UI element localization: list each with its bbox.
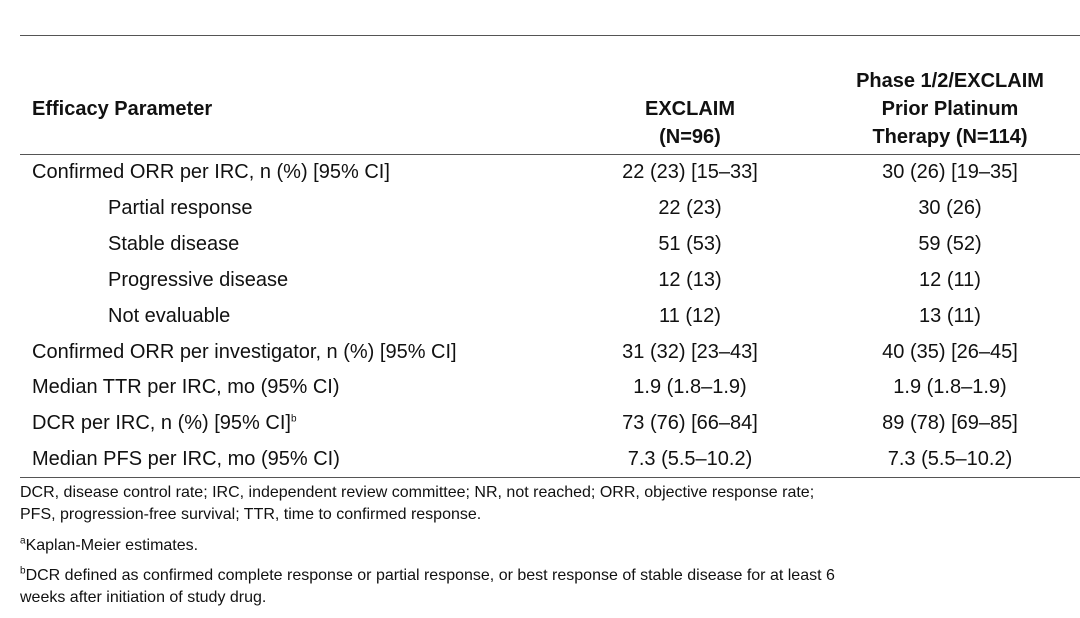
row-label: Stable disease xyxy=(108,232,239,256)
footnote-text: Kaplan-Meier estimates. xyxy=(25,537,199,554)
header-cell: Phase 1/2/EXCLAIM xyxy=(856,70,1044,92)
row-label-text: Median PFS per IRC, mo (95% CI) xyxy=(32,448,340,471)
footnote: bDCR defined as confirmed complete respo… xyxy=(20,565,835,609)
row-label: Partial response xyxy=(108,196,253,220)
cell: 30 (26) xyxy=(918,196,982,219)
cell: 1.9 (1.8–1.9) xyxy=(633,376,747,399)
top-rule xyxy=(20,35,1080,36)
row-label: Progressive disease xyxy=(108,268,288,292)
cell: 11 (12) xyxy=(659,304,721,327)
footnote-text: DCR, disease control rate; IRC, independ… xyxy=(20,484,815,501)
row-label: Median TTR per IRC, mo (95% CI) xyxy=(32,375,340,399)
row-label-text: Stable disease xyxy=(108,232,240,255)
header-cell: Therapy (N=114) xyxy=(872,126,1028,148)
cell: 12 (13) xyxy=(658,268,722,291)
footnote-text: PFS, progression-free survival; TTR, tim… xyxy=(20,506,482,523)
footnote: aKaplan-Meier estimates. xyxy=(20,535,198,557)
footnote-mark: b xyxy=(20,565,26,577)
header-rule xyxy=(20,154,1080,155)
row-label-text: DCR per IRC, n (%) [95% CI] xyxy=(32,412,291,435)
cell: 31 (32) [23–43] xyxy=(622,340,758,363)
header-cell: (N=96) xyxy=(659,126,721,148)
footnote-text: DCR defined as confirmed complete respon… xyxy=(25,567,835,584)
cell: 22 (23) xyxy=(658,196,722,219)
header-cell: Efficacy Parameter xyxy=(32,98,213,120)
row-label-text: Progressive disease xyxy=(108,268,289,291)
cell: 40 (35) [26–45] xyxy=(882,340,1018,363)
row-label: Median PFS per IRC, mo (95% CI) xyxy=(32,447,340,471)
cell: 7.3 (5.5–10.2) xyxy=(887,448,1013,471)
footnote-ref: b xyxy=(290,413,297,425)
row-label-text: Confirmed ORR per investigator, n (%) [9… xyxy=(32,340,457,363)
footnote: DCR, disease control rate; IRC, independ… xyxy=(20,482,814,526)
cell: 12 (11) xyxy=(919,268,981,291)
cell: 13 (11) xyxy=(919,304,981,327)
cell: 1.9 (1.8–1.9) xyxy=(893,376,1007,399)
cell: 73 (76) [66–84] xyxy=(622,412,758,435)
cell: 22 (23) [15–33] xyxy=(622,161,758,183)
cell: 7.3 (5.5–10.2) xyxy=(627,448,753,471)
row-label: DCR per IRC, n (%) [95% CI]b xyxy=(32,411,297,435)
row-label-text: Partial response xyxy=(108,196,253,219)
cell: 30 (26) [19–35] xyxy=(882,161,1018,183)
header-cell: EXCLAIM xyxy=(645,98,735,120)
row-label: Confirmed ORR per IRC, n (%) [95% CI] xyxy=(32,160,390,184)
row-label-text: Median TTR per IRC, mo (95% CI) xyxy=(32,376,340,399)
footnote-mark: a xyxy=(20,535,26,547)
row-label: Not evaluable xyxy=(108,304,230,328)
bottom-rule xyxy=(20,477,1080,478)
cell: 51 (53) xyxy=(658,232,722,255)
cell: 89 (78) [69–85] xyxy=(882,412,1018,435)
row-label-text: Confirmed ORR per IRC, n (%) [95% CI] xyxy=(32,161,390,183)
header-cell: Prior Platinum xyxy=(881,98,1019,120)
cell: 59 (52) xyxy=(918,232,982,255)
row-label-text: Not evaluable xyxy=(108,304,231,327)
footnote-text: weeks after initiation of study drug. xyxy=(20,589,267,606)
row-label: Confirmed ORR per investigator, n (%) [9… xyxy=(32,340,457,364)
